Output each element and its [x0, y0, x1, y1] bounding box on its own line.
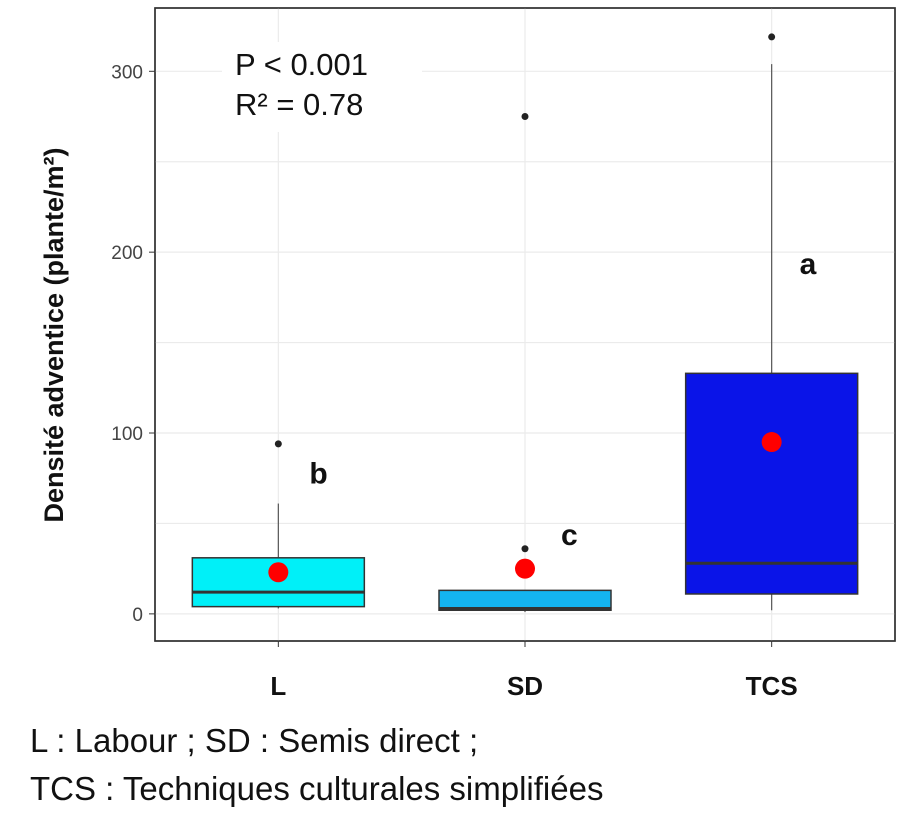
- legend-line-2: TCS : Techniques culturales simplifiées: [30, 770, 604, 807]
- y-axis-ticks: 0 100 200 300: [111, 62, 155, 626]
- outlier-point: [274, 440, 282, 448]
- x-tick-label: TCS: [746, 671, 798, 701]
- p-value-label: P < 0.001: [235, 47, 368, 82]
- y-tick-label: 300: [111, 62, 143, 83]
- mean-point: [515, 558, 535, 579]
- x-tick-label: L: [270, 671, 286, 701]
- annotation-background: [222, 42, 422, 132]
- outlier-point: [521, 113, 529, 121]
- x-axis-ticks: L SD TCS: [270, 641, 798, 701]
- boxplot-chart: 0 100 200 300 L SD TCS b c a P < 0.001 R² = 0.7…: [39, 7, 896, 701]
- x-tick-label: SD: [507, 671, 543, 701]
- y-axis-label: Densité adventice (plante/m²): [39, 147, 69, 522]
- box-sd: [438, 113, 612, 613]
- box-body: [684, 372, 859, 595]
- y-tick-label: 200: [111, 243, 143, 264]
- y-tick-label: 0: [132, 605, 143, 626]
- stats-annotation: P < 0.001 R² = 0.78: [222, 42, 422, 132]
- box-body: [438, 589, 612, 612]
- significance-letter-l: b: [309, 458, 327, 491]
- plot-border: [154, 7, 896, 642]
- mean-point: [761, 432, 782, 453]
- y-tick-label: 100: [111, 424, 143, 445]
- box-l: [191, 440, 366, 609]
- outlier-point: [521, 545, 529, 553]
- outlier-point: [768, 33, 776, 41]
- significance-letter-sd: c: [561, 519, 578, 552]
- r-squared-label: R² = 0.78: [235, 87, 363, 122]
- box-tcs: [684, 33, 859, 611]
- box-series: b c a: [191, 33, 859, 613]
- significance-letter-tcs: a: [800, 248, 817, 281]
- legend-line-1: L : Labour ; SD : Semis direct ;: [30, 722, 479, 759]
- mean-point: [268, 562, 289, 583]
